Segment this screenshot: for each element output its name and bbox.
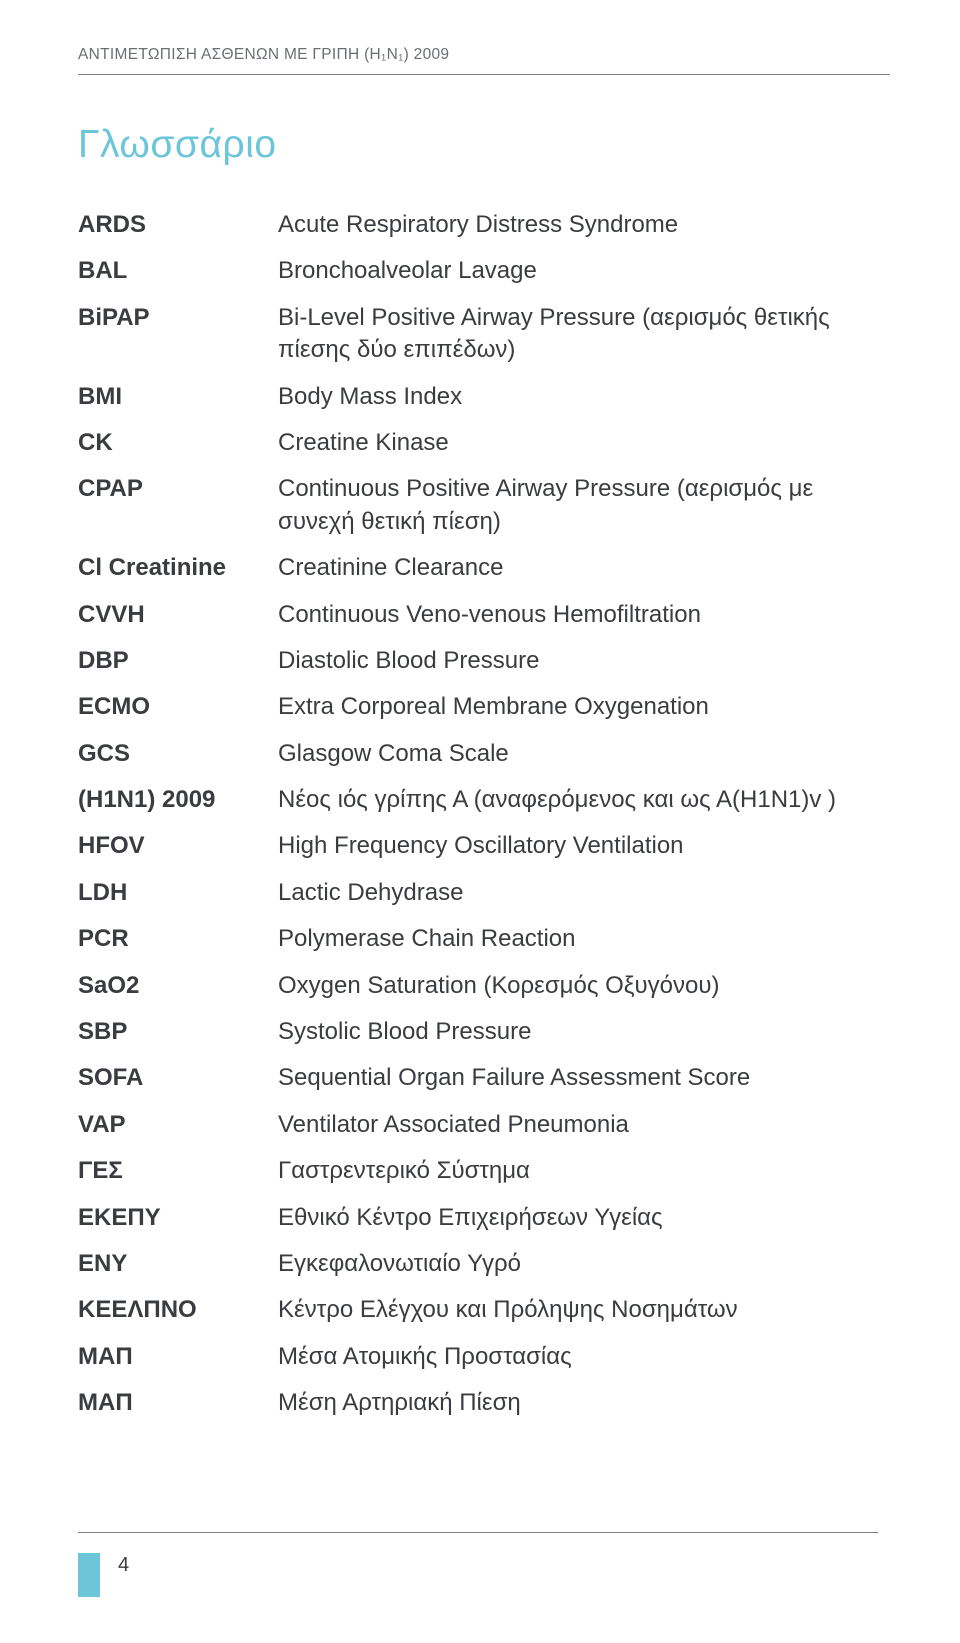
glossary-term: GCS xyxy=(78,738,278,770)
page-footer: 4 xyxy=(78,1532,878,1597)
glossary-term: BMI xyxy=(78,381,278,413)
glossary-term: DBP xyxy=(78,645,278,677)
page-marker xyxy=(78,1553,100,1597)
glossary-definition: Systolic Blood Pressure xyxy=(278,1016,890,1048)
glossary-row: Cl CreatinineCreatinine Clearance xyxy=(78,552,890,584)
glossary-definition: Μέση Αρτηριακή Πίεση xyxy=(278,1387,890,1419)
glossary-definition: Μέσα Ατομικής Προστασίας xyxy=(278,1341,890,1373)
footer-separator xyxy=(78,1532,878,1533)
glossary-definition: Oxygen Saturation (Κορεσμός Οξυγόνου) xyxy=(278,970,890,1002)
glossary-definition: Νέος ιός γρίπης Α (αναφερόμενος και ως Α… xyxy=(278,784,890,816)
glossary-row: ΚΕΕΛΠΝΟΚέντρο Ελέγχου και Πρόληψης Νοσημ… xyxy=(78,1294,890,1326)
glossary-definition: Κέντρο Ελέγχου και Πρόληψης Νοσημάτων xyxy=(278,1294,890,1326)
glossary-term: ΕΚΕΠΥ xyxy=(78,1202,278,1234)
glossary-row: PCRPolymerase Chain Reaction xyxy=(78,923,890,955)
glossary-definition: Continuous Positive Airway Pressure (αερ… xyxy=(278,473,890,538)
glossary-row: ΕΚΕΠΥΕθνικό Κέντρο Επιχειρήσεων Υγείας xyxy=(78,1202,890,1234)
glossary-row: HFOVHigh Frequency Oscillatory Ventilati… xyxy=(78,830,890,862)
glossary-definition: Extra Corporeal Membrane Oxygenation xyxy=(278,691,890,723)
glossary-definition: Εγκεφαλονωτιαίο Υγρό xyxy=(278,1248,890,1280)
glossary-term: ΕΝΥ xyxy=(78,1248,278,1280)
glossary-row: ΓΕΣΓαστρεντερικό Σύστημα xyxy=(78,1155,890,1187)
glossary-definition: Bi-Level Positive Airway Pressure (αερισ… xyxy=(278,302,890,367)
header-text: ΑΝΤΙΜΕΤΩΠΙΣΗ ΑΣΘΕΝΩΝ ΜΕ ΓΡΙΠΗ (Η₁Ν₁) 200… xyxy=(78,46,449,63)
glossary-row: ARDSAcute Respiratory Distress Syndrome xyxy=(78,209,890,241)
glossary-term: ECMO xyxy=(78,691,278,723)
glossary-term: ARDS xyxy=(78,209,278,241)
header-separator xyxy=(78,74,890,75)
glossary-row: LDHLactic Dehydrase xyxy=(78,877,890,909)
section-title: Γλωσσάριο xyxy=(78,123,890,167)
glossary-term: CVVH xyxy=(78,599,278,631)
glossary-row: ΕΝΥΕγκεφαλονωτιαίο Υγρό xyxy=(78,1248,890,1280)
glossary-row: BiPAPBi-Level Positive Airway Pressure (… xyxy=(78,302,890,367)
glossary-definition: High Frequency Oscillatory Ventilation xyxy=(278,830,890,862)
glossary-term: ΜΑΠ xyxy=(78,1341,278,1373)
page-header: ΑΝΤΙΜΕΤΩΠΙΣΗ ΑΣΘΕΝΩΝ ΜΕ ΓΡΙΠΗ (Η₁Ν₁) 200… xyxy=(78,46,890,64)
glossary-row: GCSGlasgow Coma Scale xyxy=(78,738,890,770)
glossary-term: HFOV xyxy=(78,830,278,862)
glossary-row: SBPSystolic Blood Pressure xyxy=(78,1016,890,1048)
glossary-definition: Polymerase Chain Reaction xyxy=(278,923,890,955)
glossary-term: SBP xyxy=(78,1016,278,1048)
glossary-term: Cl Creatinine xyxy=(78,552,278,584)
glossary-row: DBPDiastolic Blood Pressure xyxy=(78,645,890,677)
glossary-term: BiPAP xyxy=(78,302,278,334)
glossary-term: PCR xyxy=(78,923,278,955)
glossary-term: ΚΕΕΛΠΝΟ xyxy=(78,1294,278,1326)
glossary-definition: Bronchoalveolar Lavage xyxy=(278,255,890,287)
glossary-row: CPAPContinuous Positive Airway Pressure … xyxy=(78,473,890,538)
glossary-term: CPAP xyxy=(78,473,278,505)
glossary-row: ΜΑΠΜέση Αρτηριακή Πίεση xyxy=(78,1387,890,1419)
glossary-term: SaO2 xyxy=(78,970,278,1002)
glossary-term: ΓΕΣ xyxy=(78,1155,278,1187)
glossary-definition: Body Mass Index xyxy=(278,381,890,413)
glossary-definition: Diastolic Blood Pressure xyxy=(278,645,890,677)
glossary-term: LDH xyxy=(78,877,278,909)
glossary-term: ΜΑΠ xyxy=(78,1387,278,1419)
glossary-row: SOFASequential Organ Failure Assessment … xyxy=(78,1062,890,1094)
glossary-term: VAP xyxy=(78,1109,278,1141)
glossary-row: ECMOExtra Corporeal Membrane Oxygenation xyxy=(78,691,890,723)
glossary-row: CVVHContinuous Veno-venous Hemofiltratio… xyxy=(78,599,890,631)
glossary-definition: Continuous Veno-venous Hemofiltration xyxy=(278,599,890,631)
glossary-row: BMIBody Mass Index xyxy=(78,381,890,413)
glossary-term: BAL xyxy=(78,255,278,287)
title-text: Γλωσσάριο xyxy=(78,123,277,166)
footer-bottom: 4 xyxy=(78,1553,878,1597)
glossary-definition: Acute Respiratory Distress Syndrome xyxy=(278,209,890,241)
glossary-definition: Lactic Dehydrase xyxy=(278,877,890,909)
glossary-definition: Ventilator Associated Pneumonia xyxy=(278,1109,890,1141)
glossary-row: BALBronchoalveolar Lavage xyxy=(78,255,890,287)
glossary-definition: Creatinine Clearance xyxy=(278,552,890,584)
glossary-definition: Εθνικό Κέντρο Επιχειρήσεων Υγείας xyxy=(278,1202,890,1234)
glossary-row: VAPVentilator Associated Pneumonia xyxy=(78,1109,890,1141)
glossary-row: CKCreatine Kinase xyxy=(78,427,890,459)
page-number: 4 xyxy=(118,1554,129,1577)
glossary-row: ΜΑΠΜέσα Ατομικής Προστασίας xyxy=(78,1341,890,1373)
glossary-row: SaO2Oxygen Saturation (Κορεσμός Οξυγόνου… xyxy=(78,970,890,1002)
glossary-term: CK xyxy=(78,427,278,459)
glossary-row: (H1N1) 2009Νέος ιός γρίπης Α (αναφερόμεν… xyxy=(78,784,890,816)
glossary-term: (H1N1) 2009 xyxy=(78,784,278,816)
glossary-term: SOFA xyxy=(78,1062,278,1094)
glossary-definition: Glasgow Coma Scale xyxy=(278,738,890,770)
glossary-table: ARDSAcute Respiratory Distress SyndromeB… xyxy=(78,209,890,1420)
glossary-definition: Sequential Organ Failure Assessment Scor… xyxy=(278,1062,890,1094)
glossary-definition: Γαστρεντερικό Σύστημα xyxy=(278,1155,890,1187)
glossary-definition: Creatine Kinase xyxy=(278,427,890,459)
